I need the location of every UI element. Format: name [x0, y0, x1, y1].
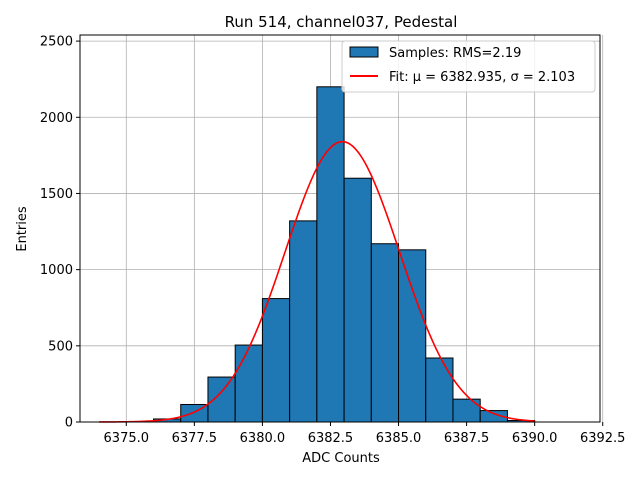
legend-label-fit: Fit: μ = 6382.935, σ = 2.103	[389, 70, 575, 85]
plot-frame	[79, 34, 601, 423]
histogram-bar-4	[261, 298, 291, 423]
y-axis-label: Entries	[15, 206, 30, 252]
histogram-bar-2	[207, 376, 236, 423]
histogram-bar-3	[234, 344, 263, 423]
x-tick-label-5: 6387.5	[444, 431, 490, 446]
histogram-bar-8	[370, 243, 400, 423]
histogram-bar-10	[425, 357, 454, 423]
histogram-bar-11	[452, 398, 481, 423]
y-tick-label-2: 1000	[40, 263, 73, 278]
x-axis-ticks: 6375.0 6377.5 6380.0 6382.5 6385.0 6387.5 6390…	[104, 422, 626, 446]
y-tick-label-0: 0	[65, 416, 73, 431]
y-tick-label-4: 2000	[40, 111, 73, 126]
x-tick-label-0: 6375.0	[104, 431, 150, 446]
x-tick-label-4: 6385.0	[376, 431, 422, 446]
x-tick-label-7: 6392.5	[580, 431, 626, 446]
legend-label-samples: Samples: RMS=2.19	[389, 46, 521, 61]
histogram-bar-6	[316, 86, 345, 423]
x-axis-label: ADC Counts	[302, 451, 380, 466]
y-tick-label-3: 1500	[40, 187, 73, 202]
fit-curve	[99, 140, 535, 423]
x-tick-label-3: 6382.5	[308, 431, 354, 446]
x-tick-label-2: 6380.0	[240, 431, 286, 446]
fit-curve-layer	[99, 140, 535, 423]
y-axis-ticks: 0 500 1000 1500 2000 2500	[40, 35, 80, 431]
histogram-bar-9	[398, 249, 427, 423]
y-tick-label-1: 500	[48, 339, 73, 354]
chart-title: Run 514, channel037, Pedestal	[225, 13, 458, 31]
legend-swatch-samples	[349, 46, 379, 58]
legend: Samples: RMS=2.19 Fit: μ = 6382.935, σ =…	[341, 40, 596, 93]
legend-box	[341, 40, 596, 93]
histogram-bar-7	[343, 177, 372, 423]
x-tick-label-1: 6377.5	[172, 431, 218, 446]
x-tick-label-6: 6390.0	[512, 431, 558, 446]
y-tick-label-5: 2500	[40, 35, 73, 50]
histogram-bar-5	[289, 220, 318, 423]
